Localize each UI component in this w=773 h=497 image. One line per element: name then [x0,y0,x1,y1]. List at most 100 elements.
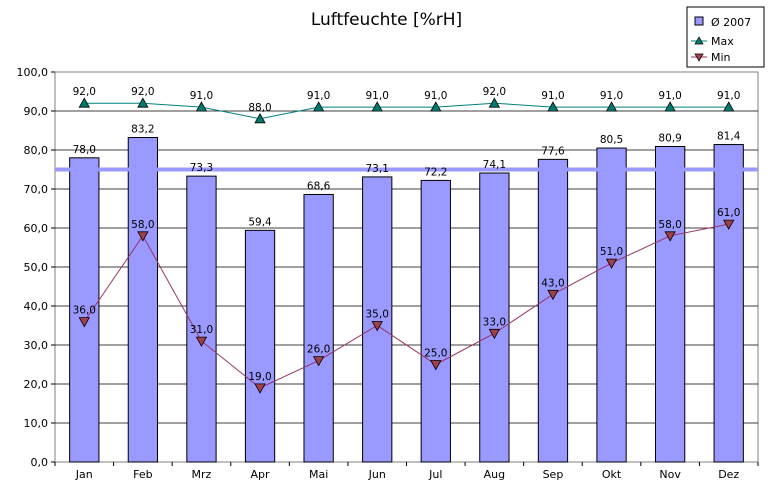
data-point-max [195,101,208,112]
y-tick-label: 70,0 [24,183,49,196]
data-point-max [664,101,676,112]
data-label-min: 36,0 [73,305,96,317]
bar [186,175,217,463]
data-point-max [137,97,149,108]
data-point-min [137,231,149,242]
series-line-max [84,102,729,120]
y-tick-label: 100,0 [17,66,49,79]
y-tick-label: 30,0 [24,339,49,352]
data-label-max: 92,0 [131,86,154,98]
bar-data-label: 59,4 [248,216,272,228]
data-label-max: 91,0 [541,90,564,102]
bar-data-label: 77,6 [541,145,565,157]
x-tick-label: Mai [309,468,328,481]
x-tick-label: Nov [659,468,681,481]
data-point-min [78,317,90,328]
data-point-min [488,328,501,340]
legend-swatch [694,16,704,26]
bar [654,145,686,463]
data-point-min [664,231,676,242]
y-tick-label: 60,0 [24,222,49,235]
data-point-min [547,289,559,301]
bar [362,176,393,463]
data-label-max: 91,0 [424,90,447,102]
bar [596,147,627,463]
bar [127,137,159,463]
y-tick-label: 10,0 [24,417,49,430]
data-point-max [254,112,266,124]
data-label-min: 19,0 [248,371,271,383]
data-label-max: 91,0 [366,90,389,102]
data-point-max [488,97,501,108]
bar [713,144,744,463]
data-label-min: 25,0 [424,348,447,360]
bar [479,172,510,463]
x-tick-label: Feb [133,468,152,481]
data-point-max [78,97,90,108]
data-point-min [254,383,266,394]
legend-marker [694,53,704,62]
bar [420,179,451,463]
data-point-min [723,219,735,230]
bar-data-label: 78,0 [73,144,96,156]
bar-data-label: 80,9 [658,132,681,144]
bar-data-label: 74,1 [483,159,506,171]
data-point-min [195,336,208,347]
data-point-max [312,101,325,112]
data-label-max: 91,0 [658,90,681,102]
data-label-max: 92,0 [73,86,96,98]
x-tick-label: Okt [602,468,622,481]
data-point-max [605,101,618,112]
data-label-max: 92,0 [483,86,506,98]
data-label-min: 61,0 [717,207,740,219]
y-tick-label: 0,0 [31,456,49,469]
data-label-min: 31,0 [190,324,213,336]
y-tick-label: 80,0 [24,144,49,157]
y-tick-label: 40,0 [24,300,49,313]
x-tick-label: Sep [543,468,564,481]
chart-title: Luftfeuchte [%rH] [310,10,463,30]
y-tick-label: 20,0 [24,378,49,391]
x-tick-label: Aug [484,468,505,481]
x-tick-label: Mrz [192,468,212,481]
x-tick-label: Jun [368,468,386,481]
data-point-min [605,258,618,269]
bar-data-label: 81,4 [717,131,741,143]
bar-data-label: 68,6 [307,180,331,192]
data-point-max [723,101,735,112]
legend-label: Ø 2007 [711,16,751,29]
y-tick-label: 50,0 [24,261,49,274]
data-label-min: 58,0 [131,219,154,231]
data-point-max [547,101,559,112]
data-label-min: 43,0 [541,277,564,289]
legend-label: Max [711,35,734,48]
data-point-max [371,101,383,112]
x-tick-label: Jan [75,468,93,481]
data-label-min: 51,0 [600,246,623,258]
x-tick-label: Jul [428,468,442,481]
data-label-min: 58,0 [658,219,681,231]
bar-data-label: 80,5 [600,134,623,146]
data-label-max: 91,0 [307,90,330,102]
bar-data-label: 73,3 [190,162,213,174]
bar-data-label: 73,1 [366,163,389,175]
data-point-min [430,360,442,371]
data-label-max: 91,0 [717,90,740,102]
data-label-min: 33,0 [483,316,506,328]
data-point-min [371,321,383,332]
data-point-max [430,101,442,112]
x-tick-label: Apr [251,468,271,481]
bar [244,229,276,463]
data-label-max: 91,0 [600,90,623,102]
data-label-min: 26,0 [307,344,330,356]
bar-data-label: 72,2 [424,166,447,178]
x-tick-label: Dez [718,468,739,481]
bar [69,157,100,463]
data-label-min: 35,0 [366,309,389,321]
series-line-min [83,223,729,389]
data-point-min [312,356,325,367]
data-label-max: 91,0 [190,90,213,102]
legend-marker [694,36,704,45]
